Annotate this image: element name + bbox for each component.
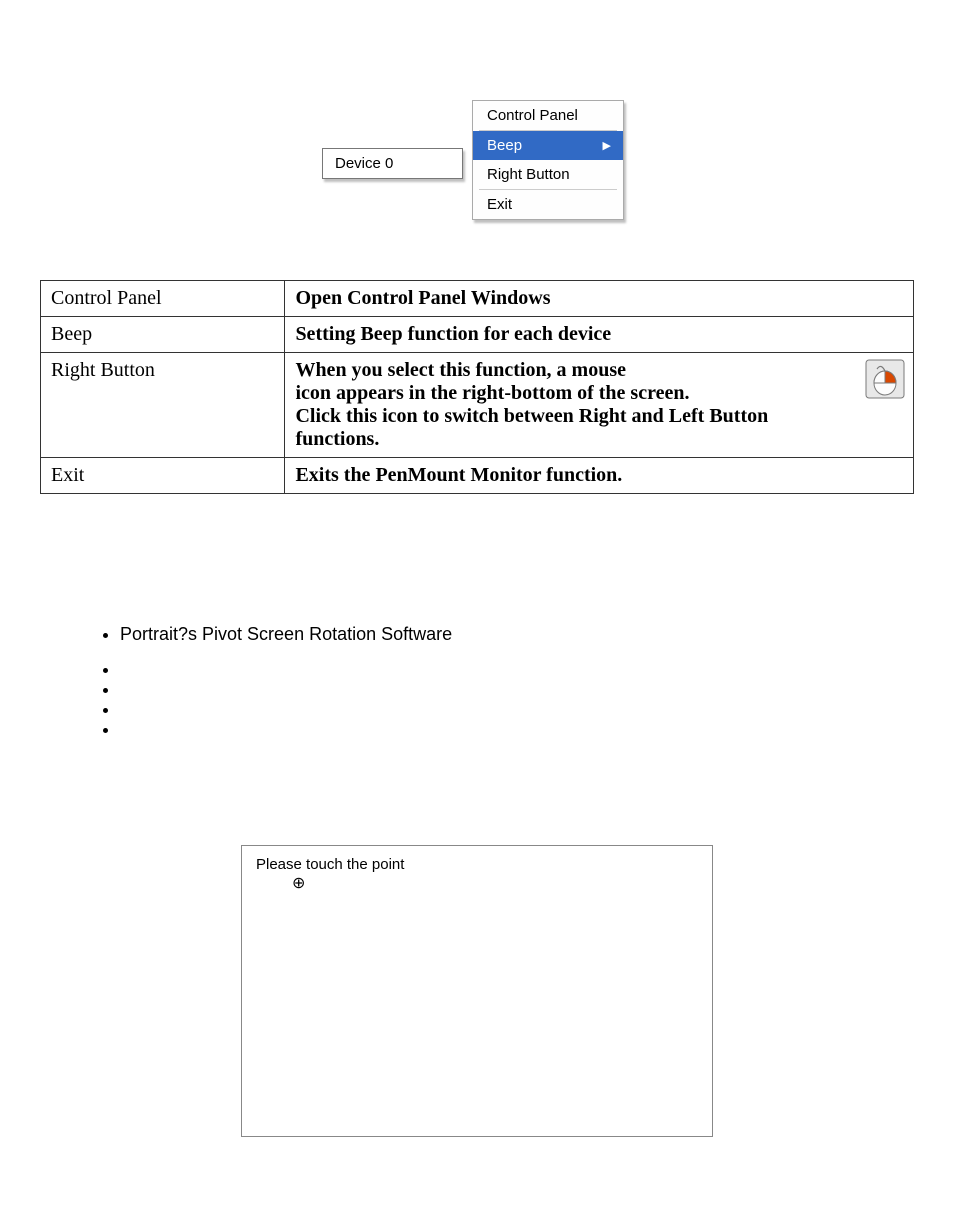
def-key: Exit — [41, 458, 285, 494]
def-value: Setting Beep function for each device — [285, 317, 914, 353]
table-row: Exit Exits the PenMount Monitor function… — [41, 458, 914, 494]
context-menu: Control Panel Beep ▶ Right Button Exit D… — [312, 100, 642, 250]
table-row: Beep Setting Beep function for each devi… — [41, 317, 914, 353]
device-submenu-item[interactable]: Device 0 — [322, 148, 463, 179]
submenu-arrow-icon: ▶ — [603, 139, 611, 152]
bullet-list: Portrait?s Pivot Screen Rotation Softwar… — [80, 624, 914, 725]
def-key: Control Panel — [41, 281, 285, 317]
list-item: Portrait?s Pivot Screen Rotation Softwar… — [120, 624, 914, 645]
def-key: Right Button — [41, 353, 285, 458]
calibration-label: Please touch the point — [256, 856, 404, 873]
table-row: Control Panel Open Control Panel Windows — [41, 281, 914, 317]
menu-item-exit[interactable]: Exit — [473, 190, 623, 219]
def-value: When you select this function, a mouse i… — [285, 353, 914, 458]
def-value: Open Control Panel Windows — [285, 281, 914, 317]
menu-item-beep[interactable]: Beep ▶ — [473, 131, 623, 160]
table-row: Right Button When you select this functi… — [41, 353, 914, 458]
menu-item-beep-label: Beep — [487, 137, 522, 154]
def-value: Exits the PenMount Monitor function. — [285, 458, 914, 494]
calibration-target-icon[interactable]: ⊕ — [292, 876, 305, 892]
mouse-icon — [865, 359, 905, 405]
definitions-table: Control Panel Open Control Panel Windows… — [40, 280, 914, 494]
def-key: Beep — [41, 317, 285, 353]
context-menu-popup: Control Panel Beep ▶ Right Button Exit — [472, 100, 624, 220]
rb-line-3: Click this icon to switch between Right … — [295, 405, 768, 427]
calibration-figure: Please touch the point ⊕ — [40, 845, 914, 1137]
rb-line-4: functions. — [295, 428, 379, 450]
rb-line-2: icon appears in the right-bottom of the … — [295, 382, 689, 404]
calibration-frame: Please touch the point ⊕ — [241, 845, 713, 1137]
rb-line-1: When you select this function, a mouse — [295, 359, 626, 381]
menu-item-control-panel[interactable]: Control Panel — [473, 101, 623, 130]
context-menu-figure: Control Panel Beep ▶ Right Button Exit D… — [40, 100, 914, 250]
list-item-empty — [120, 699, 914, 705]
list-item-empty — [120, 659, 914, 665]
list-item-text: Portrait?s Pivot Screen Rotation Softwar… — [120, 624, 452, 644]
list-item-empty — [120, 719, 914, 725]
menu-item-right-button[interactable]: Right Button — [473, 160, 623, 189]
list-item-empty — [120, 679, 914, 685]
